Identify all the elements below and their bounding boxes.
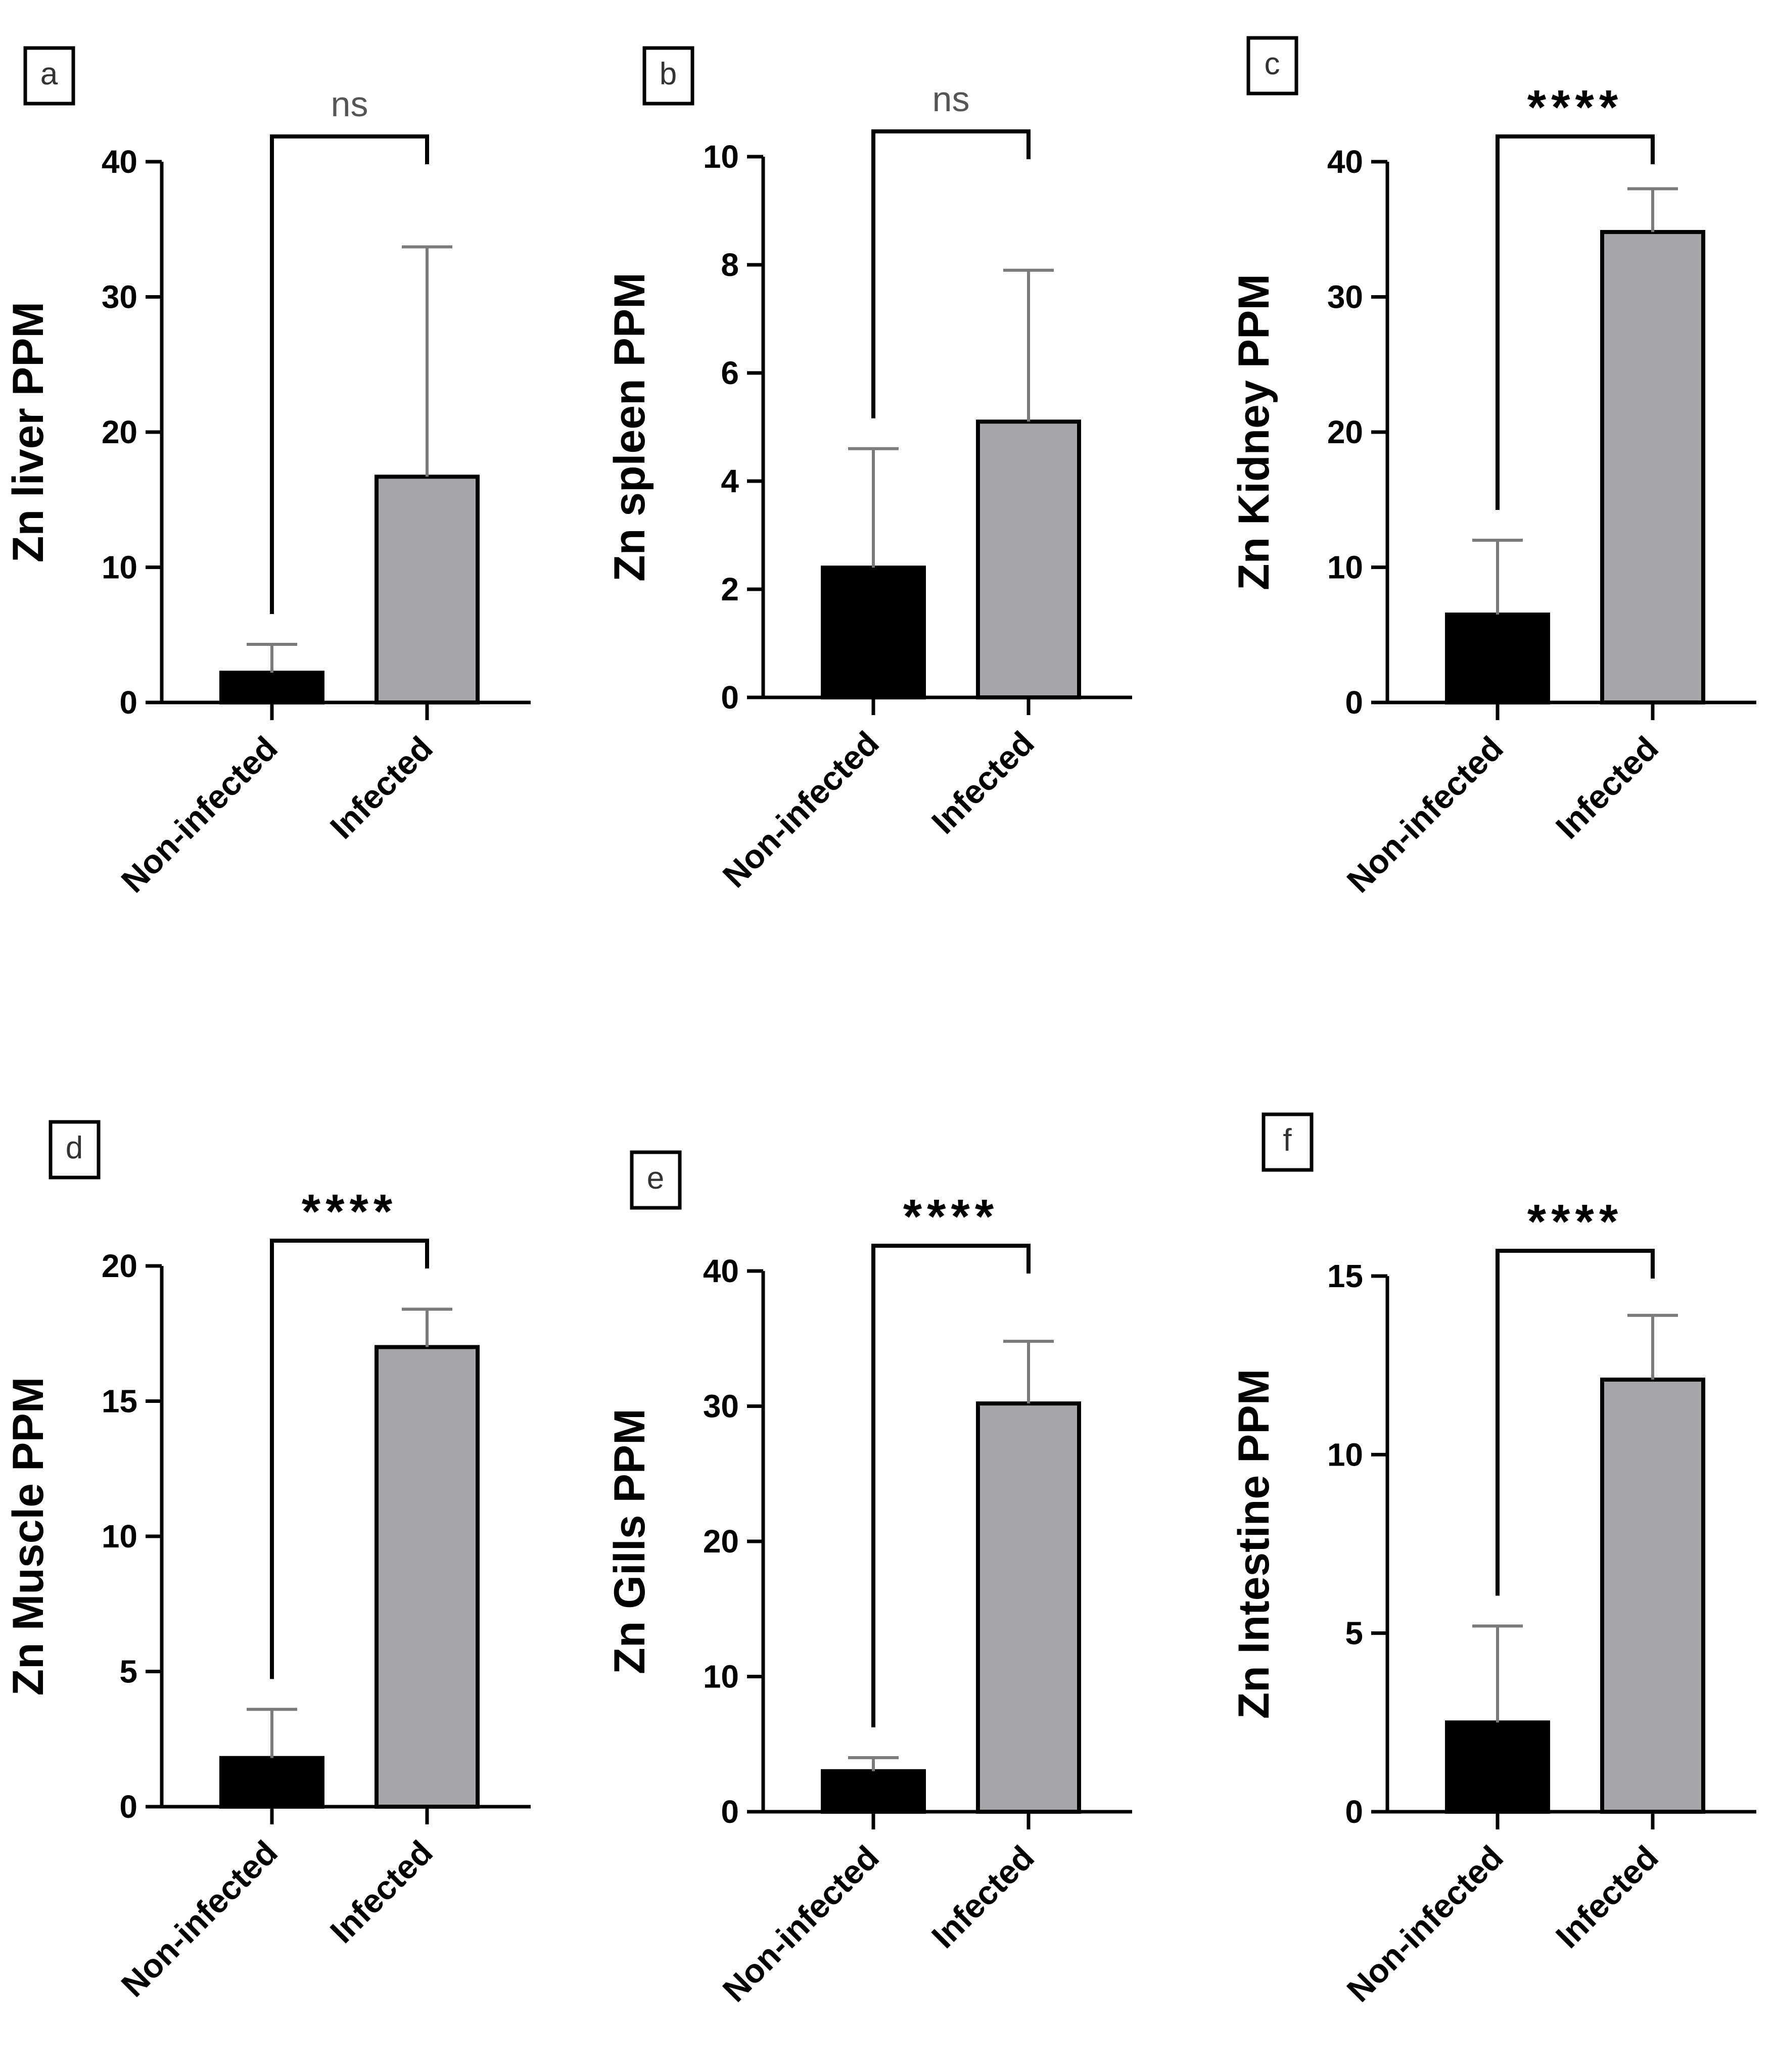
x-tick-label-non-infected: Non-infected xyxy=(1339,1839,1510,2009)
significance-label: ns xyxy=(932,79,970,119)
x-tick-label-non-infected: Non-infected xyxy=(1339,729,1510,900)
y-tick-label: 20 xyxy=(102,414,137,450)
y-axis-label: Zn spleen PPM xyxy=(605,272,654,582)
y-tick-label: 40 xyxy=(703,1253,739,1289)
y-tick-label: 15 xyxy=(1327,1258,1363,1294)
y-tick-label: 20 xyxy=(1327,414,1363,450)
bar-infected xyxy=(1600,1377,1705,1814)
significance-label: **** xyxy=(1527,80,1623,134)
y-tick-label: 0 xyxy=(119,684,137,721)
y-axis-label: Zn liver PPM xyxy=(4,302,53,562)
bar-infected xyxy=(976,419,1081,699)
y-tick-label: 10 xyxy=(102,1518,137,1555)
y-tick-label: 40 xyxy=(1327,144,1363,180)
panel-label: b xyxy=(660,57,677,91)
panel-label-box xyxy=(1262,1112,1314,1172)
panel-f: f Zn Intestine PPM 0 5 10 15 Non-infected Infec… xyxy=(1230,1112,1756,2009)
y-tick-label: 10 xyxy=(102,549,137,586)
y-tick-label: 10 xyxy=(1327,1436,1363,1473)
y-tick-label: 4 xyxy=(721,463,739,499)
panel-c: c Zn Kidney PPM 0 10 20 30 40 Non-infected Infec… xyxy=(1230,36,1756,900)
bar-non-infected xyxy=(1445,1720,1550,1814)
panel-e: e Zn Gills PPM 0 10 20 30 40 Non-infected Infect… xyxy=(605,1150,1132,2009)
bar-non-infected xyxy=(1445,613,1550,704)
panel-label-box xyxy=(630,1150,682,1210)
y-tick-label: 20 xyxy=(703,1523,739,1560)
x-tick-label-non-infected: Non-infected xyxy=(715,1839,886,2009)
panel-label: d xyxy=(66,1131,83,1165)
significance-bracket xyxy=(270,1239,429,1679)
x-tick-label-infected: Infected xyxy=(323,1833,440,1950)
bar-non-infected xyxy=(821,566,926,699)
significance-bracket xyxy=(270,134,429,614)
y-tick-label: 5 xyxy=(119,1654,137,1690)
panel-label: c xyxy=(1265,46,1280,81)
y-tick-label: 15 xyxy=(102,1383,137,1420)
x-tick-label-non-infected: Non-infected xyxy=(114,1833,285,2004)
x-tick-label-infected: Infected xyxy=(924,724,1041,841)
bar-infected xyxy=(976,1401,1081,1814)
bar-non-infected xyxy=(821,1769,926,1814)
y-axis-label: Zn Kidney PPM xyxy=(1230,274,1278,590)
significance-label: **** xyxy=(903,1190,999,1244)
bar-infected xyxy=(1600,230,1705,705)
x-tick-label-non-infected: Non-infected xyxy=(715,724,886,895)
panel-label: e xyxy=(647,1161,664,1196)
y-tick-label: 2 xyxy=(721,571,739,607)
panel-label-box xyxy=(642,46,694,106)
y-tick-label: 20 xyxy=(102,1248,137,1284)
x-tick-label-infected: Infected xyxy=(924,1839,1041,1955)
panel-label-box xyxy=(23,46,75,106)
significance-label: ns xyxy=(331,84,368,124)
y-tick-label: 30 xyxy=(102,279,137,315)
y-axis-label: Zn Intestine PPM xyxy=(1230,1369,1278,1719)
y-tick-label: 30 xyxy=(703,1388,739,1425)
y-tick-label: 10 xyxy=(703,1659,739,1695)
panel-label-box xyxy=(49,1120,101,1180)
y-axis-label: Zn Muscle PPM xyxy=(4,1377,53,1696)
y-tick-label: 5 xyxy=(1345,1615,1363,1652)
panel-label: a xyxy=(40,57,58,91)
panel-d: d Zn Muscle PPM 0 5 10 15 20 Non-infected Infect… xyxy=(4,1120,531,2004)
significance-bracket xyxy=(1496,1249,1655,1596)
significance-bracket xyxy=(871,1244,1031,1727)
panel-label: f xyxy=(1283,1123,1292,1158)
y-tick-label: 8 xyxy=(721,247,739,283)
significance-bracket xyxy=(871,129,1031,418)
significance-bracket xyxy=(1496,134,1655,510)
significance-label: **** xyxy=(302,1185,397,1239)
x-tick-label-infected: Infected xyxy=(323,729,440,846)
panel-label-box xyxy=(1246,36,1298,96)
bar-infected xyxy=(375,1345,480,1809)
y-axis-label: Zn Gills PPM xyxy=(605,1408,654,1674)
bar-non-infected xyxy=(219,1756,324,1809)
y-tick-label: 40 xyxy=(102,144,137,180)
x-tick-label-infected: Infected xyxy=(1549,729,1665,846)
y-tick-label: 0 xyxy=(721,679,739,716)
panel-b: b Zn spleen PPM 0 2 4 6 8 10 Non-infected Infecte… xyxy=(605,46,1132,895)
y-tick-label: 10 xyxy=(703,138,739,175)
panel-a: a Zn liver PPM 0 10 20 30 40 Non-infected Infect… xyxy=(4,46,531,900)
y-tick-label: 30 xyxy=(1327,279,1363,315)
y-tick-label: 6 xyxy=(721,355,739,391)
bar-infected xyxy=(375,475,480,705)
bar-non-infected xyxy=(219,671,324,705)
y-tick-label: 0 xyxy=(1345,1794,1363,1830)
y-tick-label: 0 xyxy=(1345,684,1363,721)
y-tick-label: 0 xyxy=(721,1794,739,1830)
significance-label: **** xyxy=(1527,1195,1623,1249)
x-tick-label-non-infected: Non-infected xyxy=(114,729,285,900)
y-tick-label: 10 xyxy=(1327,549,1363,586)
x-tick-label-infected: Infected xyxy=(1549,1839,1665,1955)
y-tick-label: 0 xyxy=(119,1788,137,1825)
